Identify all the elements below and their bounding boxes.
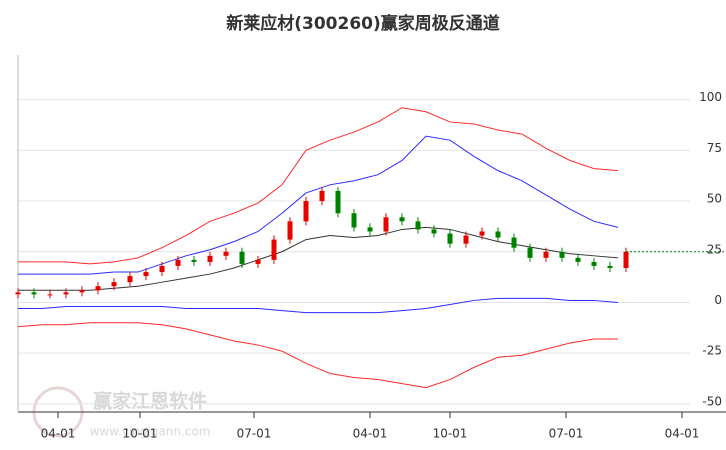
candle-body bbox=[159, 265, 165, 273]
y-tick-label: 25 bbox=[707, 242, 722, 256]
candle-body bbox=[287, 221, 293, 240]
candle-body bbox=[383, 217, 389, 232]
candle-body bbox=[223, 251, 229, 256]
watermark-url: www.yingjgann.com bbox=[90, 425, 211, 439]
candle-body bbox=[255, 259, 261, 264]
candle-body bbox=[15, 292, 21, 295]
y-tick-label: 50 bbox=[707, 192, 722, 206]
candle-body bbox=[527, 247, 533, 258]
candle-body bbox=[511, 237, 517, 248]
candle-body bbox=[127, 276, 133, 283]
candle-body bbox=[575, 257, 581, 262]
candle-body bbox=[95, 286, 101, 291]
channel-line bbox=[18, 135, 619, 275]
candle-body bbox=[591, 261, 597, 266]
x-tick-label: 10-01 bbox=[433, 427, 468, 441]
candle-body bbox=[175, 259, 181, 266]
candle-body bbox=[495, 231, 501, 238]
candle-body bbox=[143, 272, 149, 277]
x-tick-label: 04-01 bbox=[41, 427, 76, 441]
watermark: 赢家江恩软件 bbox=[93, 390, 207, 413]
candle-body bbox=[63, 292, 69, 295]
x-tick-label: 07-01 bbox=[237, 427, 272, 441]
candle-body bbox=[351, 213, 357, 228]
candle-body bbox=[319, 190, 325, 202]
y-tick-label: 0 bbox=[714, 293, 722, 307]
candle-body bbox=[303, 201, 309, 222]
y-tick-label: -50 bbox=[702, 394, 722, 408]
y-tick-label: 100 bbox=[699, 90, 722, 104]
candle-body bbox=[207, 255, 213, 262]
x-tick-label: 07-01 bbox=[549, 427, 584, 441]
candle-body bbox=[431, 229, 437, 234]
channel-line bbox=[18, 297, 619, 314]
candle-body bbox=[47, 294, 53, 296]
candle-body bbox=[623, 251, 629, 268]
candle-body bbox=[239, 251, 245, 264]
candle-body bbox=[463, 235, 469, 244]
candle-body bbox=[31, 292, 37, 295]
chart-title: 新莱应材(300260)赢家周极反通道 bbox=[226, 13, 500, 34]
y-tick-label: 75 bbox=[707, 141, 722, 155]
candle-body bbox=[415, 221, 421, 230]
channel-line bbox=[17, 322, 618, 389]
candle-body bbox=[79, 290, 85, 293]
x-tick-label: 04-01 bbox=[353, 427, 388, 441]
channel-line bbox=[18, 226, 619, 291]
y-tick-label: -25 bbox=[702, 344, 722, 358]
channel-line bbox=[18, 107, 619, 265]
candle-body bbox=[447, 233, 453, 244]
candle-body bbox=[479, 231, 485, 236]
x-tick-label: 04-01 bbox=[665, 427, 700, 441]
x-tick-label: 10-01 bbox=[123, 427, 158, 441]
candle-body bbox=[111, 282, 117, 287]
candle-body bbox=[399, 217, 405, 222]
candle-body bbox=[367, 227, 373, 232]
candle-body bbox=[543, 251, 549, 258]
candle-body bbox=[335, 190, 341, 214]
candle-body bbox=[271, 239, 277, 260]
candle-body bbox=[559, 251, 565, 258]
candle-body bbox=[191, 259, 197, 262]
candle-body bbox=[607, 265, 613, 268]
